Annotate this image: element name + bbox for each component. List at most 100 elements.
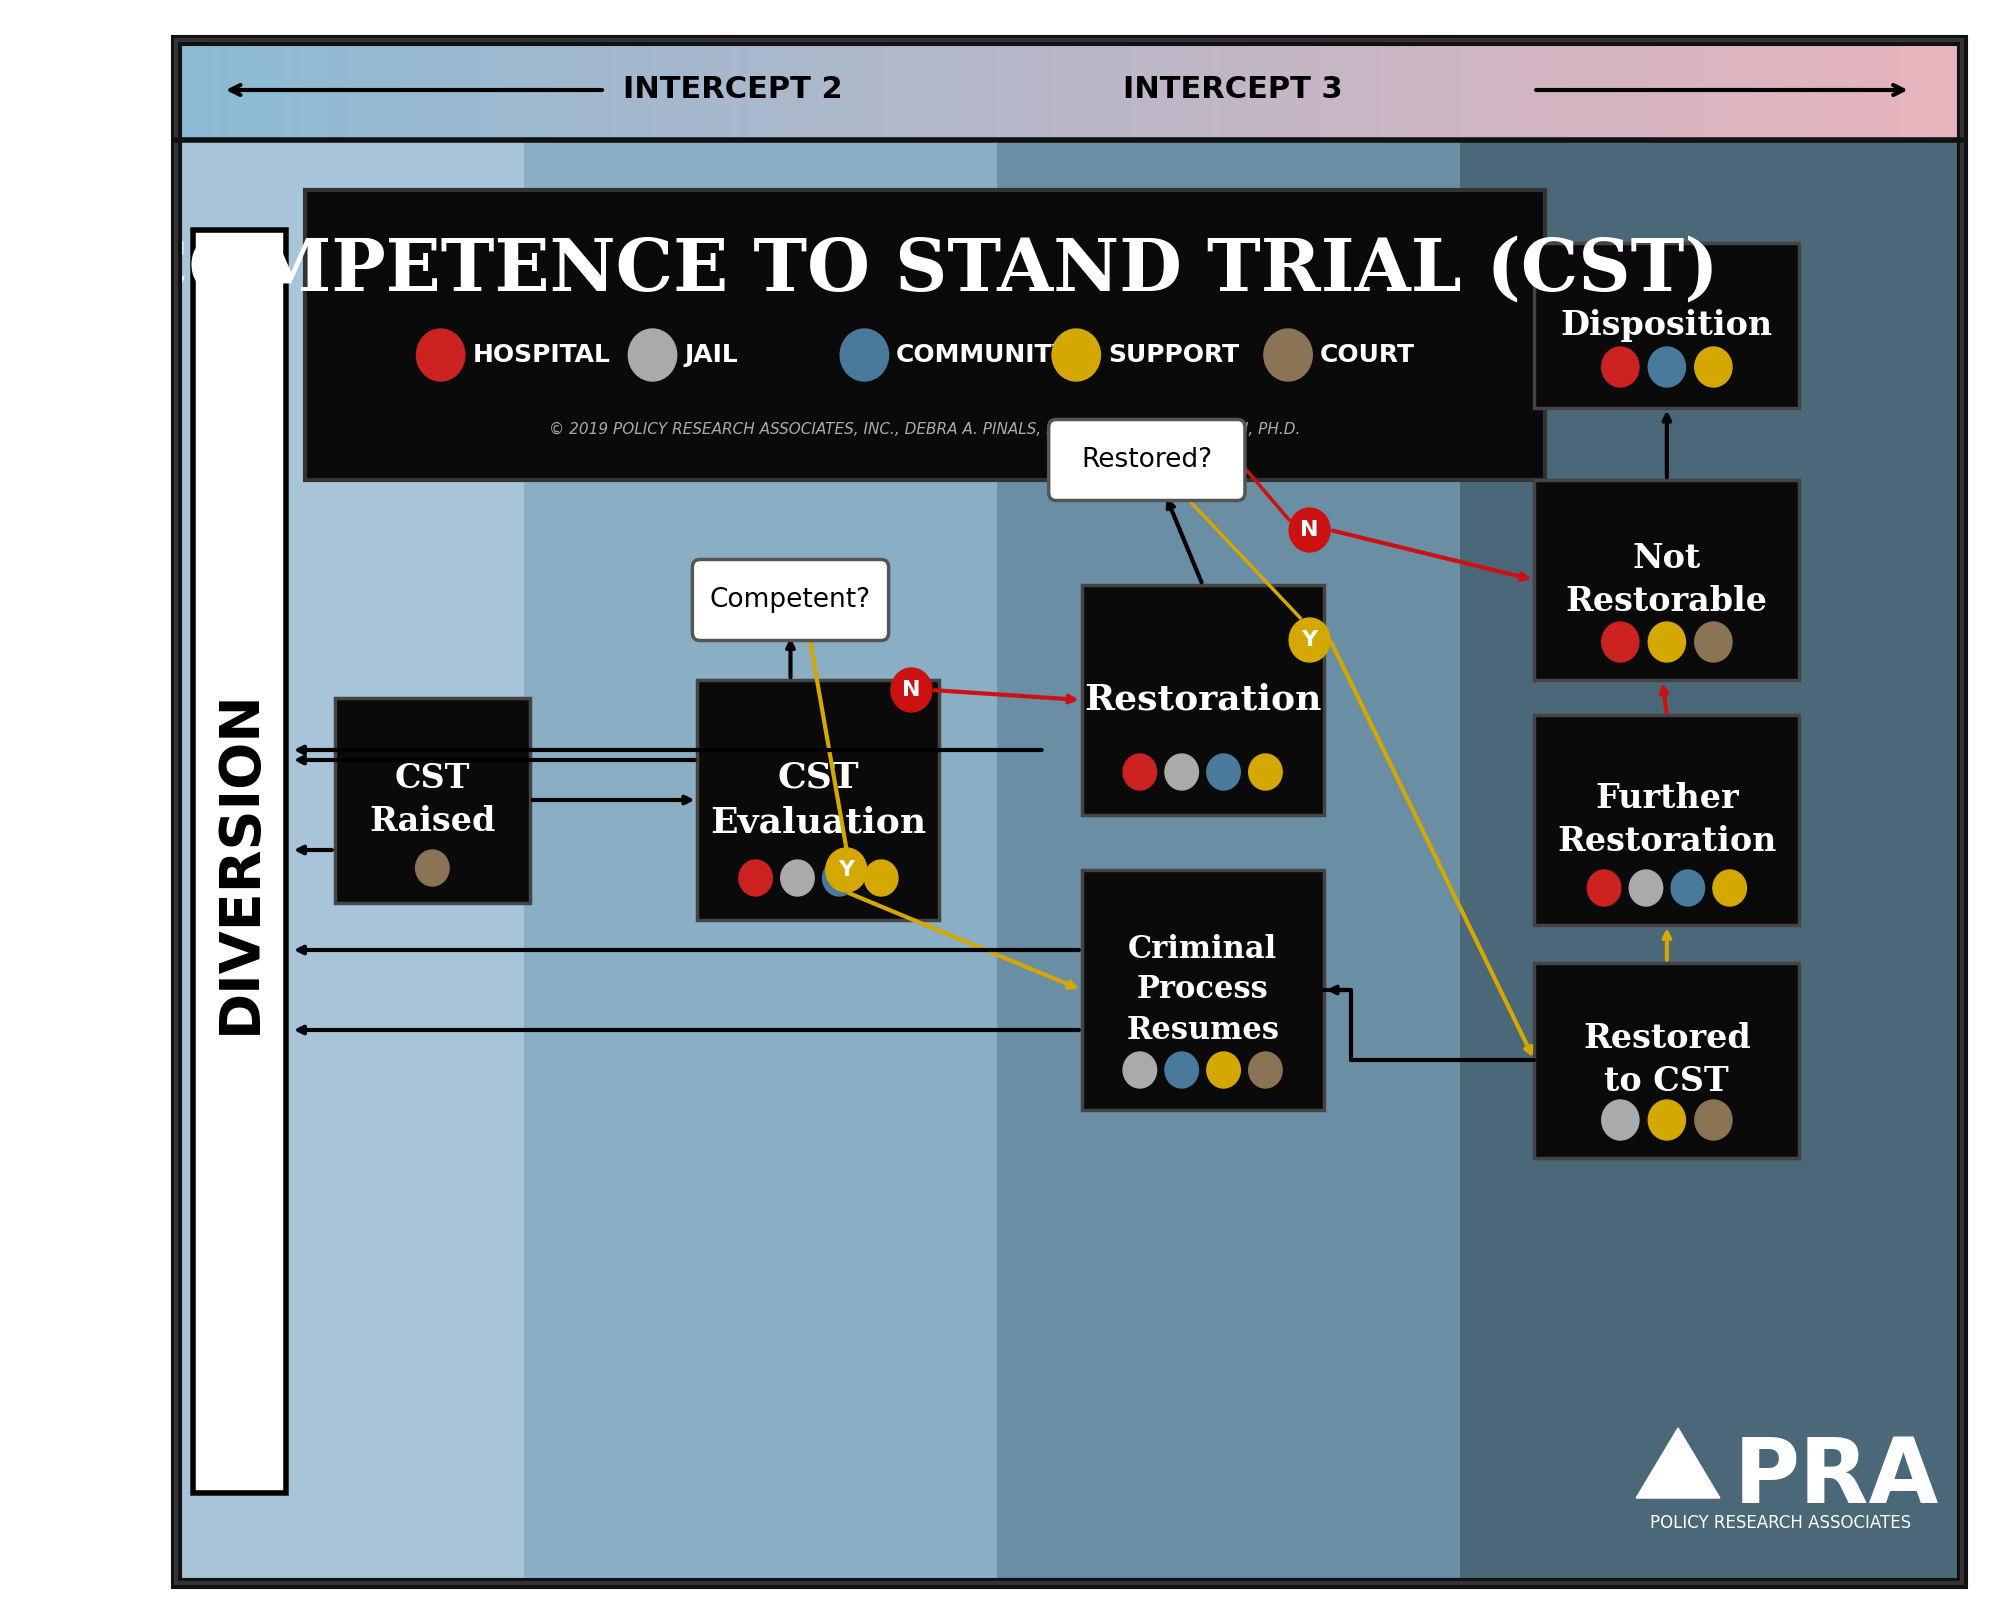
Bar — [685, 41, 695, 140]
Text: HOSPITAL: HOSPITAL — [472, 342, 609, 367]
Circle shape — [1165, 1052, 1199, 1087]
Bar — [490, 41, 500, 140]
Text: CST
Raised: CST Raised — [370, 761, 496, 837]
Bar — [302, 41, 312, 140]
Circle shape — [1648, 1100, 1684, 1139]
Bar — [292, 41, 302, 140]
Bar — [587, 41, 597, 140]
Bar — [1113, 41, 1123, 140]
Bar — [1131, 41, 1141, 140]
Text: Restored
to CST: Restored to CST — [1582, 1022, 1750, 1099]
Bar — [997, 140, 1960, 1582]
Bar — [212, 41, 222, 140]
Bar — [1658, 41, 1666, 140]
Bar — [1077, 41, 1087, 140]
Bar — [613, 41, 623, 140]
Bar — [1534, 480, 1798, 680]
Bar — [194, 230, 286, 1493]
Circle shape — [1694, 1100, 1730, 1139]
Bar — [480, 41, 490, 140]
Bar — [953, 41, 963, 140]
Bar — [454, 41, 464, 140]
Bar — [1942, 41, 1952, 140]
Polygon shape — [1634, 1428, 1718, 1498]
Circle shape — [891, 669, 931, 712]
Bar — [1926, 41, 1934, 140]
Bar — [819, 41, 829, 140]
Bar — [1425, 41, 1435, 140]
Bar — [1594, 41, 1604, 140]
Text: Restoration: Restoration — [1083, 683, 1321, 717]
Bar — [559, 41, 569, 140]
Circle shape — [1694, 347, 1730, 386]
Circle shape — [823, 860, 855, 896]
Bar — [1854, 41, 1864, 140]
Bar — [1674, 41, 1684, 140]
Text: INTERCEPT 3: INTERCEPT 3 — [1123, 76, 1341, 104]
Bar — [1409, 41, 1417, 140]
FancyBboxPatch shape — [691, 560, 889, 641]
Bar — [631, 41, 641, 140]
Circle shape — [1289, 618, 1329, 662]
Bar — [1087, 41, 1097, 140]
Bar — [667, 41, 677, 140]
Circle shape — [1648, 347, 1684, 386]
Bar — [418, 41, 428, 140]
Bar — [1684, 41, 1694, 140]
Bar — [693, 41, 703, 140]
Circle shape — [1694, 622, 1730, 662]
Bar — [1692, 41, 1702, 140]
Bar — [204, 41, 214, 140]
Bar — [1908, 41, 1918, 140]
Circle shape — [1123, 755, 1157, 790]
Bar — [1373, 41, 1383, 140]
Bar — [1291, 41, 1301, 140]
Bar — [1355, 41, 1365, 140]
Circle shape — [1600, 347, 1638, 386]
Bar — [462, 41, 472, 140]
Bar — [1435, 41, 1445, 140]
Bar — [400, 41, 410, 140]
Text: COMMUNITY: COMMUNITY — [895, 342, 1071, 367]
Bar — [697, 680, 939, 920]
Bar — [1275, 41, 1283, 140]
Bar — [1586, 41, 1596, 140]
Bar — [773, 41, 783, 140]
Bar — [472, 41, 482, 140]
Bar — [408, 41, 418, 140]
Bar — [1193, 41, 1203, 140]
Bar — [176, 41, 186, 140]
Bar — [1025, 41, 1033, 140]
Circle shape — [1249, 755, 1281, 790]
Bar — [1746, 41, 1756, 140]
Bar — [1880, 41, 1890, 140]
Bar — [334, 698, 529, 902]
FancyBboxPatch shape — [1049, 419, 1245, 500]
Bar — [747, 41, 757, 140]
Circle shape — [1051, 329, 1099, 381]
Bar — [1808, 41, 1818, 140]
Bar — [256, 41, 266, 140]
Bar — [1622, 41, 1632, 140]
Bar — [1345, 41, 1355, 140]
Text: Further
Restoration: Further Restoration — [1556, 782, 1776, 859]
Text: PRA: PRA — [1732, 1435, 1938, 1522]
Text: N: N — [901, 680, 921, 700]
Bar — [1640, 41, 1650, 140]
Bar — [639, 41, 649, 140]
Bar — [1229, 41, 1239, 140]
Text: Not
Restorable: Not Restorable — [1564, 542, 1766, 618]
Circle shape — [781, 860, 813, 896]
Bar — [1542, 41, 1550, 140]
Bar — [284, 41, 294, 140]
Bar — [320, 41, 330, 140]
Circle shape — [1249, 1052, 1281, 1087]
Bar — [1872, 41, 1882, 140]
Circle shape — [839, 329, 889, 381]
Bar — [390, 41, 400, 140]
Bar — [1826, 41, 1836, 140]
Circle shape — [1648, 622, 1684, 662]
Circle shape — [1670, 870, 1704, 906]
Bar — [783, 41, 793, 140]
Bar — [873, 41, 883, 140]
